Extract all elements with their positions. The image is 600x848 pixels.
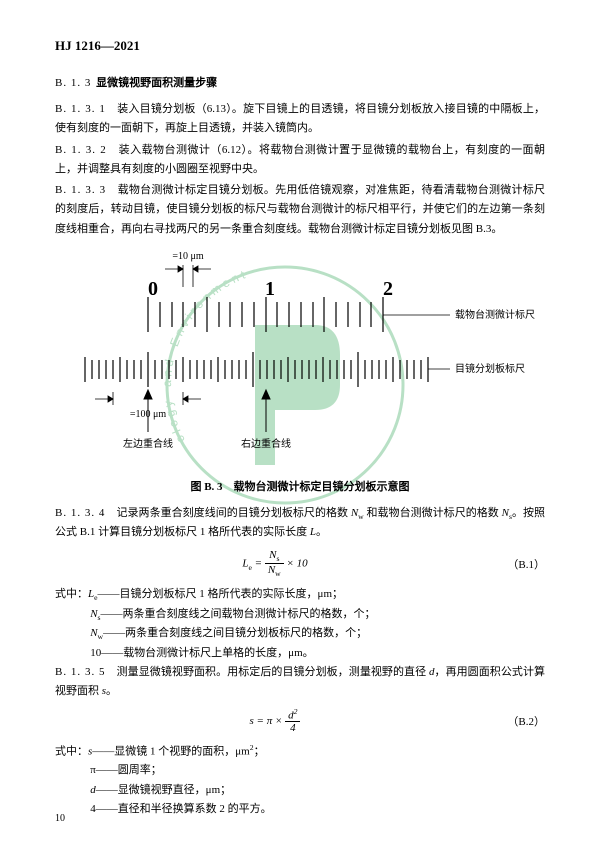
scale-num-2: 2	[383, 278, 393, 300]
para-num: B. 1. 3. 2	[55, 144, 107, 156]
document-header: HJ 1216—2021	[55, 38, 545, 54]
section-b13-title: B. 1. 3 显微镜视野面积测量步骤	[55, 74, 545, 90]
para-b131: B. 1. 3. 1 装入目镜分划板（6.13）。旋下目镜上的目透镜，将目镜分划…	[55, 100, 545, 139]
label-left-align: 左边重合线	[123, 437, 173, 450]
figure-b3-caption: 图 B. 3 载物台测微计标定目镜分划板示意图	[55, 478, 545, 494]
para-text: 和载物台测微计标尺的格数	[364, 507, 502, 519]
section-num: B. 1. 3	[55, 77, 91, 89]
def-text: ——显微镜视野直径，μm；	[96, 784, 231, 796]
label-eyepiece-scale: 目镜分划板标尺	[455, 362, 525, 375]
def-text: ——两条重合刻度线之间载物台测微计标尺的格数，个；	[101, 608, 376, 620]
para-num: B. 1. 3. 1	[55, 103, 106, 115]
label-stage-scale: 载物台测微计标尺	[455, 308, 535, 321]
para-text: 载物台测微计标定目镜分划板。先用低倍镜观察，对准焦距，待看清载物台测微计标尺的刻…	[55, 184, 545, 235]
para-text: 记录两条重合刻度线间的目镜分划板标尺的格数	[116, 507, 350, 519]
def-lead: 式中：	[55, 588, 88, 600]
label-10um: =10 μm	[172, 251, 204, 262]
para-num: B. 1. 3. 4	[55, 507, 105, 519]
f2-eq: = π ×	[254, 715, 285, 727]
formula-b2-num: （B.2）	[495, 713, 545, 729]
para-b135: B. 1. 3. 5 测量显微镜视野面积。用标定后的目镜分划板，测量视野的直径 …	[55, 663, 545, 702]
f-w: w	[275, 570, 281, 579]
def-text: π——圆周率；	[90, 764, 162, 776]
f2-four: 4	[285, 722, 300, 734]
f-s: s	[276, 554, 279, 563]
def-sym: N	[90, 608, 97, 620]
section-text: 显微镜视野面积测量步骤	[96, 77, 217, 89]
label-right-align: 右边重合线	[241, 437, 291, 450]
var-ns: N	[502, 507, 509, 519]
formula-b1: Le = NsNw × 10 （B.1）	[55, 549, 545, 579]
def-text: 4——直径和半径换算系数 2 的平方。	[90, 803, 272, 815]
para-b132: B. 1. 3. 2 装入载物台测微计（6.12）。将载物台测微计置于显微镜的载…	[55, 141, 545, 180]
def-text: ——两条重合刻度线之间目镜分划板标尺的格数，个；	[103, 627, 367, 639]
def-sym: N	[90, 627, 97, 639]
para-num: B. 1. 3. 5	[55, 666, 106, 678]
scale-num-0: 0	[148, 278, 158, 300]
para-text: 。	[316, 526, 327, 538]
para-text: 。	[106, 685, 117, 697]
def-text: ——显微镜 1 个视野的面积，μm	[92, 745, 249, 757]
figure-b3: =10 μm 0 1 2 载物台测微计标尺	[55, 247, 545, 472]
para-text: 装入目镜分划板（6.13）。旋下目镜上的目透镜，将目镜分划板放入接目镜的中隔板上…	[55, 103, 545, 134]
para-text: 测量显微镜视野面积。用标定后的目镜分划板，测量视野的直径	[117, 666, 429, 678]
f2-sq: 2	[294, 707, 298, 716]
formula-b1-num: （B.1）	[495, 556, 545, 572]
formula-b2: s = π × d24 （B.2）	[55, 708, 545, 735]
para-b134: B. 1. 3. 4 记录两条重合刻度线间的目镜分划板标尺的格数 Nw 和载物台…	[55, 504, 545, 543]
para-num: B. 1. 3. 3	[55, 184, 106, 196]
def-text: 10——载物台测微计标尺上单格的长度，μm。	[90, 647, 313, 659]
def-text: ——目镜分划板标尺 1 格所代表的实际长度，μm；	[98, 588, 343, 600]
defs-b1: 式中：Le——目镜分划板标尺 1 格所代表的实际长度，μm； Ns——两条重合刻…	[55, 585, 545, 663]
defs-b2: 式中：s——显微镜 1 个视野的面积，μm2； π——圆周率； d——显微镜视野…	[55, 741, 545, 820]
para-b133: B. 1. 3. 3 载物台测微计标定目镜分划板。先用低倍镜观察，对准焦距，待看…	[55, 181, 545, 239]
f-eq: =	[252, 557, 265, 569]
def-lead: 式中：	[55, 745, 88, 757]
f-times: × 10	[284, 557, 308, 569]
para-text: 装入载物台测微计（6.12）。将载物台测微计置于显微镜的载物台上，有刻度的一面朝…	[55, 144, 545, 175]
scale-num-1: 1	[265, 278, 275, 300]
def-text: ；	[254, 745, 265, 757]
